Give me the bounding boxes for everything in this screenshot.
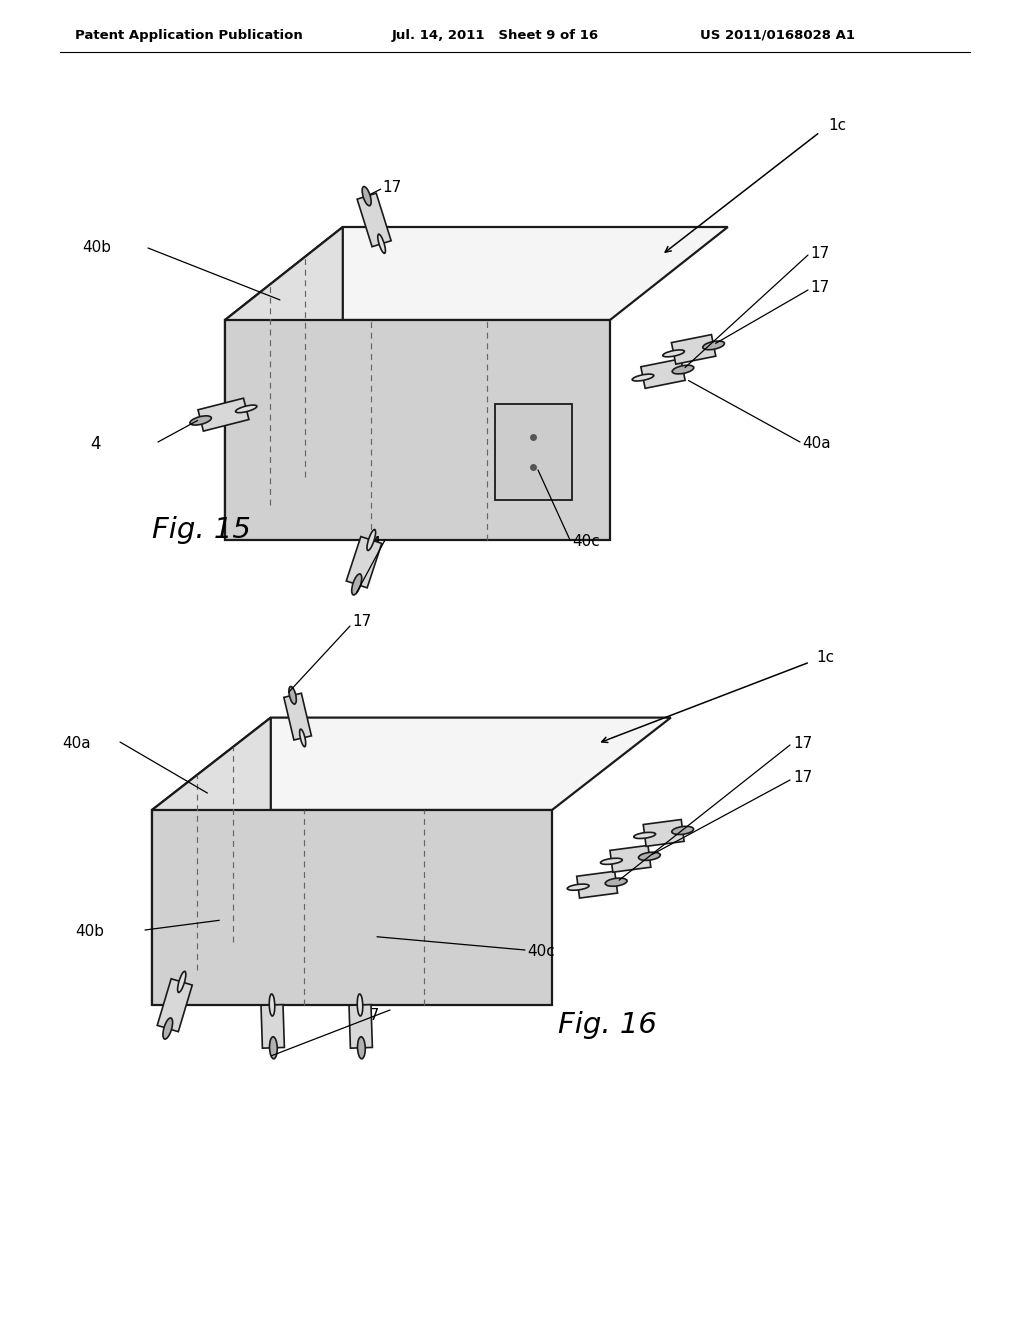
Polygon shape [198,399,249,432]
Polygon shape [495,404,571,500]
Ellipse shape [663,350,684,356]
Polygon shape [158,978,193,1032]
Ellipse shape [289,686,296,704]
Ellipse shape [357,1036,366,1059]
Polygon shape [346,536,382,587]
Ellipse shape [634,833,655,838]
Text: Patent Application Publication: Patent Application Publication [75,29,303,41]
Polygon shape [225,319,610,540]
Ellipse shape [163,1018,173,1039]
Ellipse shape [351,574,361,595]
Polygon shape [357,193,391,247]
Text: 17: 17 [360,1007,379,1023]
Polygon shape [225,227,728,319]
Ellipse shape [236,405,257,413]
Ellipse shape [672,826,693,834]
Text: Fig. 16: Fig. 16 [558,1011,656,1039]
Polygon shape [152,718,671,810]
Ellipse shape [362,186,371,206]
Text: 17: 17 [810,281,829,296]
Ellipse shape [269,994,274,1016]
Ellipse shape [300,729,306,747]
Text: Fig. 15: Fig. 15 [152,516,251,544]
Text: 1c: 1c [816,651,835,665]
Ellipse shape [190,416,211,425]
Ellipse shape [600,858,623,865]
Polygon shape [577,871,617,898]
Polygon shape [641,359,685,388]
Polygon shape [225,227,343,540]
Ellipse shape [357,994,362,1016]
Polygon shape [261,1005,285,1048]
Polygon shape [152,810,552,1005]
Text: 4: 4 [370,535,381,553]
Polygon shape [610,845,651,873]
Polygon shape [152,718,270,1005]
Polygon shape [349,1005,373,1048]
Text: 17: 17 [352,615,372,630]
Text: US 2011/0168028 A1: US 2011/0168028 A1 [700,29,855,41]
Text: 17: 17 [810,246,829,260]
Polygon shape [284,693,311,741]
Text: 40b: 40b [82,240,111,256]
Text: 1c: 1c [828,117,846,132]
Text: 17: 17 [383,180,401,194]
Ellipse shape [378,234,385,253]
Text: 4: 4 [90,436,100,453]
Ellipse shape [367,529,376,550]
Polygon shape [643,820,684,846]
Text: 40b: 40b [75,924,104,940]
Ellipse shape [632,374,653,381]
Polygon shape [672,334,716,364]
Ellipse shape [567,884,589,890]
Text: 40a: 40a [62,737,91,751]
Ellipse shape [177,972,185,993]
Text: 40c: 40c [572,535,600,549]
Text: Jul. 14, 2011   Sheet 9 of 16: Jul. 14, 2011 Sheet 9 of 16 [392,29,599,41]
Ellipse shape [605,878,627,886]
Text: 40a: 40a [802,437,830,451]
Ellipse shape [269,1036,278,1059]
Ellipse shape [672,366,694,374]
Ellipse shape [639,853,660,861]
Ellipse shape [702,341,724,350]
Text: 40c: 40c [527,945,555,960]
Text: 17: 17 [793,771,812,785]
Text: 17: 17 [793,735,812,751]
